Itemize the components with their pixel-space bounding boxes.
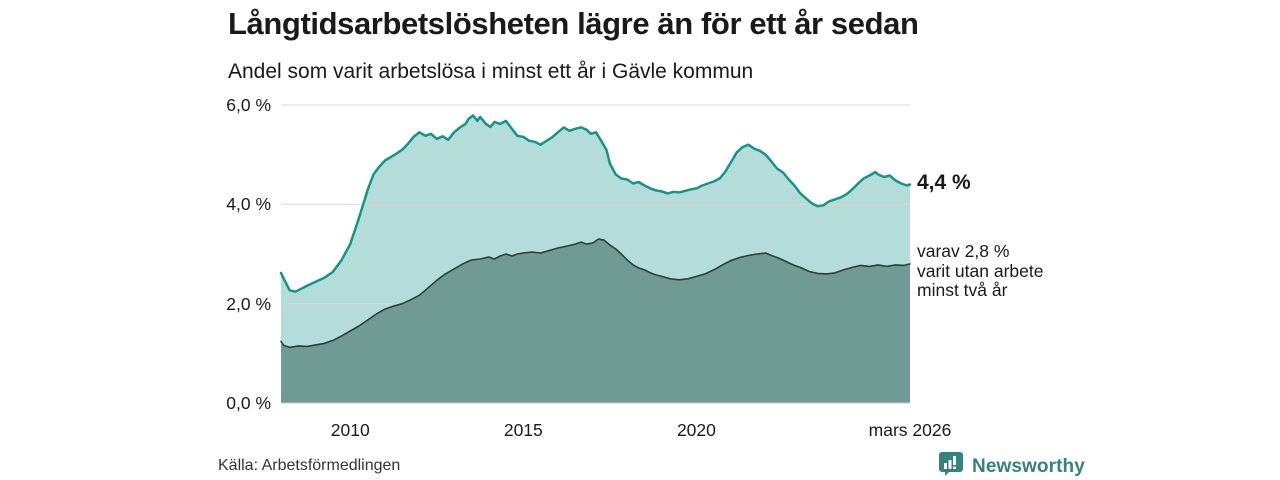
annotation-secondary: varav 2,8 % varit utan arbete minst två …: [917, 241, 1044, 301]
newsworthy-logo: Newsworthy: [938, 451, 1085, 480]
x-axis-tick-label: 2020: [676, 420, 716, 440]
line-series-total: [279, 114, 912, 293]
annotation-secondary-line: varav 2,8 %: [917, 241, 1010, 261]
source-label: Källa: Arbetsförmedlingen: [218, 457, 401, 474]
annotation-secondary-line: minst två år: [917, 280, 1008, 300]
y-axis-tick-label: 0,0 %: [226, 393, 271, 413]
area-chart: [279, 104, 912, 404]
y-axis-tick-label: 2,0 %: [226, 293, 271, 314]
x-axis-tick-label: mars 2026: [868, 420, 952, 440]
bar-chart-badge-icon: [938, 451, 964, 480]
x-axis-tick-label: 2015: [503, 420, 543, 440]
x-axis-tick-label: 2010: [330, 420, 370, 440]
y-axis-tick-label: 6,0 %: [226, 95, 271, 115]
chart-plot-area: [279, 104, 912, 404]
page-title: Långtidsarbetslösheten lägre än för ett …: [228, 6, 919, 41]
y-axis: 0,0 % 2,0 % 4,0 % 6,0 %: [160, 0, 276, 480]
brand-wordmark: Newsworthy: [972, 455, 1085, 477]
line-series-two-years: [280, 238, 911, 349]
y-axis-tick-label: 4,0 %: [226, 194, 271, 215]
annotation-secondary-line: varit utan arbete: [917, 260, 1044, 281]
chart-subtitle: Andel som varit arbetslösa i minst ett å…: [228, 60, 754, 83]
annotation-latest-value: 4,4 %: [917, 171, 971, 194]
